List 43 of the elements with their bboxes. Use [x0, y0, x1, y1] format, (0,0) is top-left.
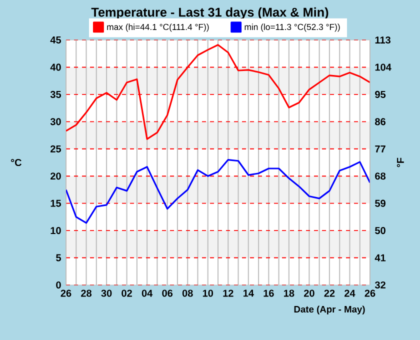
- y-tick-label: 25: [50, 145, 62, 152]
- legend-label: max (hi=44.1 °C(111.4 °F)): [107, 24, 209, 32]
- y-tick-label: 0: [56, 281, 61, 289]
- y2-tick-label: 59: [375, 200, 386, 207]
- x-tick-label: 18: [284, 290, 294, 297]
- x-tick-label: 26: [60, 290, 72, 297]
- x-tick-label: 04: [142, 290, 153, 297]
- x-tick-label: 02: [122, 290, 132, 297]
- y2-tick-label: 86: [375, 118, 386, 126]
- y-tick-label: 30: [50, 118, 61, 126]
- y2-tick-label: 68: [375, 172, 386, 180]
- x-tick-label: 08: [182, 290, 193, 297]
- y2-tick-label: 41: [374, 254, 386, 262]
- y2-axis-title: °F: [396, 158, 404, 168]
- x-tick-label: 28: [81, 290, 92, 297]
- chart-title: Temperature - Last 31 days (Max & Min): [91, 7, 328, 20]
- legend-label: min (lo=11.3 °C(52.3 °F)): [244, 24, 340, 32]
- y2-tick-label: 77: [375, 145, 386, 152]
- y2-tick-label: 50: [375, 227, 386, 234]
- x-tick-label: 14: [243, 290, 254, 297]
- y-tick-label: 35: [50, 90, 62, 98]
- y2-tick-label: 95: [375, 90, 386, 98]
- x-tick-label: 12: [223, 290, 234, 297]
- y-tick-label: 5: [56, 254, 62, 262]
- line-series: [66, 158, 370, 224]
- x-axis-title: Date (Apr - May): [294, 306, 365, 314]
- x-tick-label: 16: [264, 290, 274, 297]
- y2-tick-label: 113: [375, 36, 390, 44]
- x-tick-label: 26: [364, 290, 376, 297]
- y-axis-title: °C: [10, 158, 22, 166]
- x-tick-label: 24: [344, 290, 356, 297]
- y-tick-label: 45: [50, 36, 62, 44]
- y2-tick-label: 104: [375, 64, 392, 71]
- y2-tick-label: 32: [374, 281, 386, 289]
- y-tick-label: 15: [50, 200, 62, 207]
- x-tick-label: 06: [162, 290, 173, 297]
- y-tick-label: 40: [50, 64, 61, 71]
- x-tick-label: 10: [202, 290, 214, 297]
- y-tick-label: 20: [50, 172, 61, 180]
- y-tick-label: 10: [50, 227, 61, 234]
- x-tick-label: 22: [324, 290, 335, 297]
- x-tick-label: 20: [304, 290, 314, 297]
- x-tick-label: 30: [101, 290, 112, 297]
